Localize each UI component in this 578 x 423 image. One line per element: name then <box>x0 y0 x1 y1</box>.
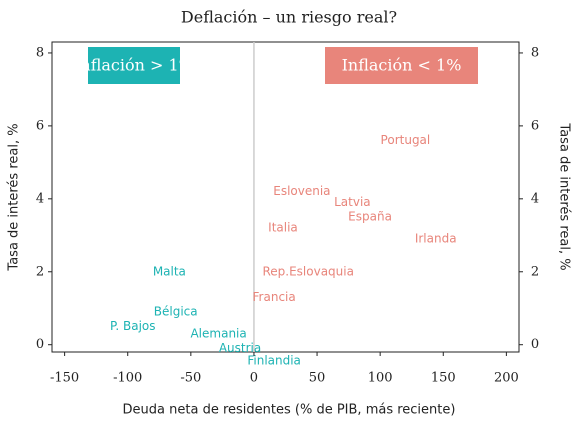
y2-tick-label: 6 <box>531 118 539 133</box>
chart-title: Deflación – un riesgo real? <box>181 8 397 27</box>
y-tick-label: 0 <box>36 337 44 352</box>
plot-frame <box>51 41 520 353</box>
point-label: Portugal <box>381 133 431 147</box>
x-tick-label: 50 <box>309 371 326 386</box>
legend-box <box>325 47 478 84</box>
x-tick-label: 0 <box>250 371 258 386</box>
y2-tick-label: 2 <box>531 264 539 279</box>
x-tick-label: 200 <box>494 371 519 386</box>
y2-tick-label: 4 <box>531 191 539 206</box>
y-tick-label: 2 <box>36 264 44 279</box>
y-tick-label: 6 <box>36 118 44 133</box>
y2-axis-label: Tasa de interés real, % <box>557 122 572 270</box>
x-tick-label: -50 <box>180 371 201 386</box>
legend-label: Inflación > 1% <box>74 56 194 75</box>
point-label: Finlandia <box>247 354 301 368</box>
point-label: Malta <box>153 264 186 278</box>
point-label: Eslovenia <box>273 184 330 198</box>
y-axis-label: Tasa de interés real, % <box>7 123 22 271</box>
point-label: España <box>348 210 392 224</box>
y2-tick-label: 0 <box>531 337 539 352</box>
y-tick-label: 8 <box>36 45 44 60</box>
x-tick-label: 150 <box>431 371 456 386</box>
point-label: Austria <box>219 341 261 355</box>
point-label: Francia <box>253 290 296 304</box>
point-label: P. Bajos <box>110 319 156 333</box>
legend-label: Inflación < 1% <box>342 56 462 75</box>
point-label: Latvia <box>334 195 371 209</box>
point-label: Irlanda <box>415 231 457 245</box>
y-tick-label: 4 <box>36 191 44 206</box>
x-tick-label: -150 <box>50 371 79 386</box>
legend-box <box>88 47 180 84</box>
x-tick-label: -100 <box>113 371 142 386</box>
y2-tick-label: 8 <box>531 45 539 60</box>
point-label: Bélgica <box>154 304 198 318</box>
point-label: Italia <box>268 221 298 235</box>
x-tick-label: 100 <box>368 371 393 386</box>
point-label: Rep.Eslovaquia <box>262 264 354 278</box>
x-axis-label: Deuda neta de residentes (% de PIB, más … <box>123 403 456 418</box>
point-label: Alemania <box>190 326 246 340</box>
